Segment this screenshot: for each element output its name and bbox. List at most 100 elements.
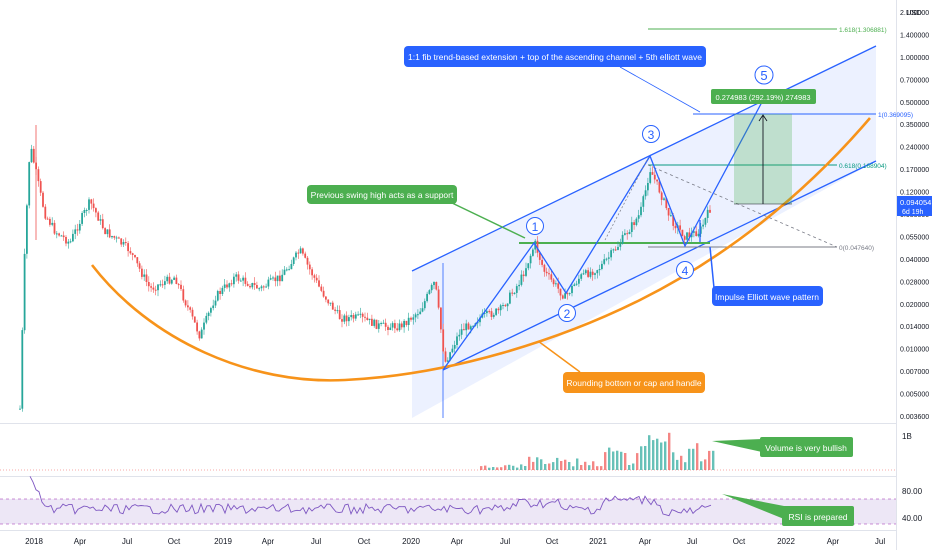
rsi-line[interactable] xyxy=(29,476,712,517)
candle-body xyxy=(124,242,127,243)
candle-body xyxy=(49,218,51,225)
candle-body xyxy=(555,283,557,285)
candle-body xyxy=(630,222,633,232)
candle-body xyxy=(210,308,212,313)
candle-body xyxy=(101,219,104,229)
wave-label-5[interactable]: 5 xyxy=(754,65,774,85)
candle-body xyxy=(359,313,362,315)
candle-body xyxy=(269,278,272,280)
candle-body xyxy=(173,277,175,280)
volume-bar xyxy=(532,461,535,470)
candle-body xyxy=(249,286,251,288)
svg-text:3: 3 xyxy=(648,128,655,142)
elliott-wave-path[interactable] xyxy=(442,101,763,371)
candle-body xyxy=(704,218,707,225)
candle-body xyxy=(187,305,189,308)
callout-volume[interactable]: Volume is very bullish xyxy=(712,437,853,457)
price-pane[interactable] xyxy=(0,0,896,423)
candle-body xyxy=(30,148,33,163)
candle-body xyxy=(53,222,56,234)
candle-body xyxy=(191,309,194,317)
price-range-measure[interactable]: 0.274983 (292.19%) 274983 xyxy=(711,89,816,205)
candle-body xyxy=(168,276,171,284)
candle-body xyxy=(26,205,28,254)
candle-body xyxy=(511,292,514,294)
volume-bar xyxy=(608,447,611,470)
candle-body xyxy=(127,243,129,252)
candle-body xyxy=(449,352,451,361)
wave-label-3[interactable]: 3 xyxy=(642,125,660,143)
callout-swing-support-text: Previous swing high acts as a support xyxy=(311,190,454,200)
volume-bar xyxy=(640,446,643,470)
wave-label-1[interactable]: 1 xyxy=(526,217,544,235)
callout-rsi[interactable]: RSI is prepared xyxy=(722,494,854,526)
candle-body xyxy=(513,293,516,294)
candle-body xyxy=(440,307,442,330)
wave-label-2[interactable]: 2 xyxy=(558,304,576,322)
candle-body xyxy=(444,351,447,362)
channel-lower-line[interactable] xyxy=(442,160,877,371)
volume-bar xyxy=(648,435,651,470)
candle-body xyxy=(495,308,497,315)
callout-swing-support[interactable]: Previous swing high acts as a support xyxy=(307,185,526,239)
candle-body xyxy=(341,319,343,322)
candle-body xyxy=(575,283,578,285)
candle-body xyxy=(44,206,47,219)
candle-body xyxy=(237,274,240,281)
channel-upper-line[interactable] xyxy=(411,45,877,272)
candle-body xyxy=(196,322,198,332)
candle-body xyxy=(435,282,438,290)
time-tick-label: 2022 xyxy=(777,537,795,546)
candle-body xyxy=(166,276,169,282)
candle-body xyxy=(115,237,118,239)
candle-body xyxy=(246,283,249,286)
candle-body xyxy=(122,242,125,245)
candle-body xyxy=(78,223,81,231)
time-tick-label: Jul xyxy=(500,537,510,546)
volume-bar xyxy=(548,463,551,470)
volume-bar xyxy=(480,466,483,470)
candle-body xyxy=(76,229,79,231)
candle-body xyxy=(157,284,159,291)
candle-body xyxy=(260,286,263,289)
rounding-bottom-curve[interactable] xyxy=(90,117,871,382)
candle-body xyxy=(541,259,543,265)
candle-body xyxy=(276,275,279,282)
candle-body xyxy=(601,263,603,269)
callout-impulse[interactable]: Impulse Elliott wave pattern xyxy=(709,246,823,306)
callout-fib-extension-text: 1:1 fib trend-based extension + top of t… xyxy=(408,52,702,62)
wave-label-4[interactable]: 4 xyxy=(676,261,694,279)
candle-body xyxy=(279,275,281,282)
candle-body xyxy=(702,224,704,227)
fib-trend-dashed xyxy=(647,164,838,248)
candle-body xyxy=(472,325,474,327)
callout-rounding[interactable]: Rounding bottom or cap and handle xyxy=(537,340,705,393)
candle-body xyxy=(313,275,316,278)
candle-body xyxy=(265,286,267,288)
candle-body xyxy=(663,198,665,200)
candle-body xyxy=(446,360,449,362)
volume-bar xyxy=(568,462,571,470)
candle-body xyxy=(465,323,468,331)
candle-body xyxy=(272,277,274,279)
candle-body xyxy=(423,301,426,309)
candle-body xyxy=(138,263,141,269)
callout-volume-text: Volume is very bullish xyxy=(765,443,847,453)
callout-fib-extension[interactable]: 1:1 fib trend-based extension + top of t… xyxy=(404,46,706,113)
candle-body xyxy=(327,299,330,304)
time-tick-label: Jul xyxy=(311,537,321,546)
candle-body xyxy=(377,323,380,329)
candle-body xyxy=(610,250,612,258)
candle-body xyxy=(320,286,323,291)
time-tick-label: Oct xyxy=(733,537,746,546)
candle-body xyxy=(322,290,325,297)
candle-body xyxy=(515,286,518,293)
svg-text:4: 4 xyxy=(682,264,689,278)
candle-body xyxy=(463,329,465,331)
candle-body xyxy=(407,317,410,325)
candle-body xyxy=(325,296,327,300)
candle-body xyxy=(417,314,419,316)
volume-bar xyxy=(584,461,587,470)
candle-body xyxy=(458,334,461,337)
